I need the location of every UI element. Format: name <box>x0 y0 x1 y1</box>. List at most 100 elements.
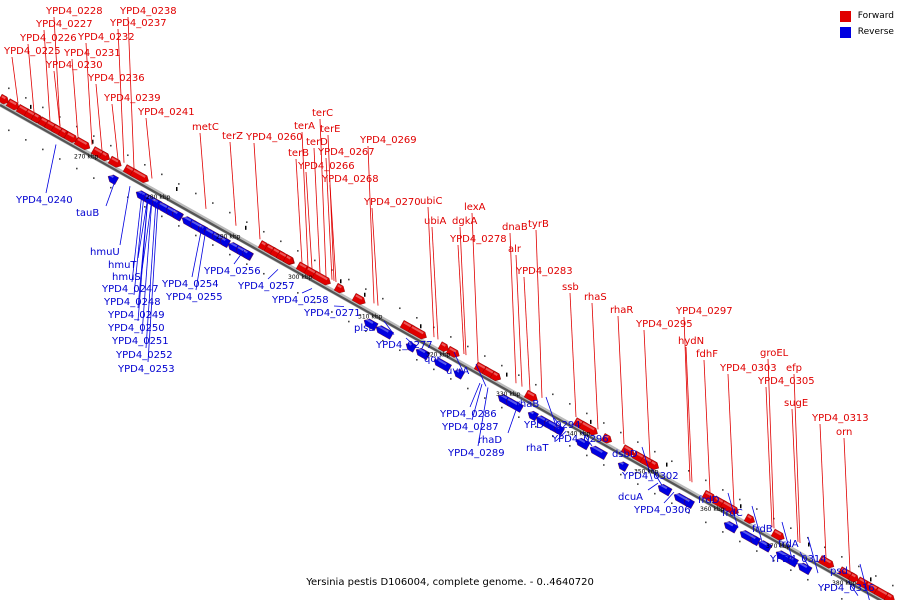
reverse-leader <box>647 482 659 491</box>
forward-gene-label: terA <box>294 121 315 132</box>
scale-tick-label: 310 kbp <box>358 313 383 320</box>
forward-leader <box>117 28 125 163</box>
marker-tick <box>666 462 668 467</box>
forward-leader <box>535 229 543 398</box>
legend-label-forward: Forward <box>857 11 894 21</box>
forward-gene <box>282 254 294 265</box>
forward-leader <box>295 158 303 263</box>
reverse-leader <box>383 320 395 335</box>
scale-tick-label: 360 kbp <box>700 506 725 513</box>
reverse-gene-label: YPD4_0254 <box>161 279 219 290</box>
forward-leader <box>71 58 79 137</box>
reverse-leader <box>137 196 149 259</box>
forward-leader <box>459 226 467 356</box>
position-dot <box>824 546 826 549</box>
reverse-gene-label: YPD4_0271 <box>303 308 361 319</box>
reverse-leader <box>267 269 279 280</box>
forward-gene-label: metC <box>192 122 219 133</box>
forward-leader <box>111 103 119 160</box>
position-dot <box>671 460 673 463</box>
reverse-leader <box>105 178 117 207</box>
reverse-leader <box>469 382 481 408</box>
position-dot <box>739 540 741 543</box>
reverse-gene-label: frdC <box>722 508 743 519</box>
forward-gene-label: ubiA <box>424 216 446 227</box>
forward-leader <box>367 145 375 304</box>
marker-tick <box>30 104 32 109</box>
position-dot <box>688 470 690 472</box>
forward-gene-label: tyrB <box>528 219 549 230</box>
forward-leader <box>305 171 313 269</box>
forward-gene-label: YPD4_0269 <box>359 135 417 146</box>
forward-leader <box>471 212 479 362</box>
forward-gene <box>407 324 427 340</box>
forward-gene-label: ubiC <box>420 196 442 207</box>
forward-leader <box>327 134 335 281</box>
forward-leader <box>199 132 207 209</box>
position-dot <box>382 297 384 300</box>
position-dot <box>824 588 826 591</box>
forward-leader <box>791 408 799 542</box>
forward-leader <box>329 184 337 283</box>
forward-gene <box>445 345 460 358</box>
forward-leader <box>145 117 153 179</box>
position-dot <box>603 464 605 466</box>
scale-tick-label: 340 kbp <box>566 430 591 437</box>
forward-leader <box>301 131 309 267</box>
forward-leader <box>43 29 51 122</box>
forward-gene <box>719 500 739 515</box>
forward-leader <box>11 56 19 104</box>
forward-gene <box>351 293 366 305</box>
forward-gene-label: YPD4_0230 <box>45 60 103 71</box>
position-dot <box>212 244 214 246</box>
position-dot <box>467 387 469 390</box>
position-dot <box>161 173 163 176</box>
position-dot <box>8 87 10 90</box>
scale-tick-label: 280 kbp <box>146 194 171 201</box>
forward-gene-label: dgkA <box>452 216 477 227</box>
position-dot <box>552 393 554 396</box>
forward-gene-label: YPD4_0295 <box>635 319 693 330</box>
forward-gene-label: YPD4_0236 <box>87 73 145 84</box>
marker-tick <box>420 324 422 329</box>
reverse-leader <box>651 468 663 486</box>
reverse-leader <box>553 417 565 431</box>
forward-leader <box>427 206 435 338</box>
position-dot <box>620 473 622 476</box>
forward-leader <box>767 358 775 529</box>
scale-tick-label: 350 kbp <box>634 469 659 476</box>
position-dot <box>280 282 282 285</box>
reverse-gene-label: frdA <box>778 539 799 550</box>
legend-item-reverse: Reverse <box>839 24 894 40</box>
forward-gene <box>620 444 635 457</box>
reverse-leader <box>641 446 653 480</box>
forward-leader <box>591 302 599 430</box>
reverse-gene-label: hmuU <box>90 247 120 258</box>
position-dot <box>501 406 503 409</box>
forward-leader <box>617 315 625 445</box>
forward-gene-label: terZ <box>222 131 243 142</box>
legend: Forward Reverse <box>839 8 894 40</box>
reverse-gene-label: YPD4_0294 <box>523 420 581 431</box>
forward-gene-label: terC <box>312 108 333 119</box>
forward-gene-label: YPD4_0283 <box>515 266 573 277</box>
reverse-gene-label: hmuS <box>112 272 141 283</box>
reverse-leader <box>545 396 557 426</box>
forward-gene-label: sugE <box>784 398 808 409</box>
forward-gene-label: terD <box>306 137 328 148</box>
reverse-gene-label: dsbD <box>612 449 638 460</box>
position-dot <box>773 559 775 562</box>
position-dot <box>467 345 469 348</box>
reverse-leader <box>781 521 793 559</box>
position-dot <box>365 288 367 290</box>
reverse-gene-label: uvrA <box>446 366 469 377</box>
forward-gene <box>743 513 755 524</box>
position-dot <box>892 584 894 587</box>
reverse-gene <box>723 520 739 534</box>
legend-label-reverse: Reverse <box>857 27 894 37</box>
marker-tick <box>364 292 366 297</box>
forward-gene-label: YPD4_0232 <box>77 32 135 43</box>
forward-gene-label: YPD4_0237 <box>109 18 167 29</box>
reverse-gene-label: YPD4_0289 <box>447 448 505 459</box>
forward-leader <box>793 373 801 544</box>
